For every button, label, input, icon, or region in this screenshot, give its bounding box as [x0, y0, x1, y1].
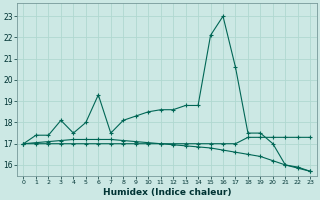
X-axis label: Humidex (Indice chaleur): Humidex (Indice chaleur): [103, 188, 231, 197]
